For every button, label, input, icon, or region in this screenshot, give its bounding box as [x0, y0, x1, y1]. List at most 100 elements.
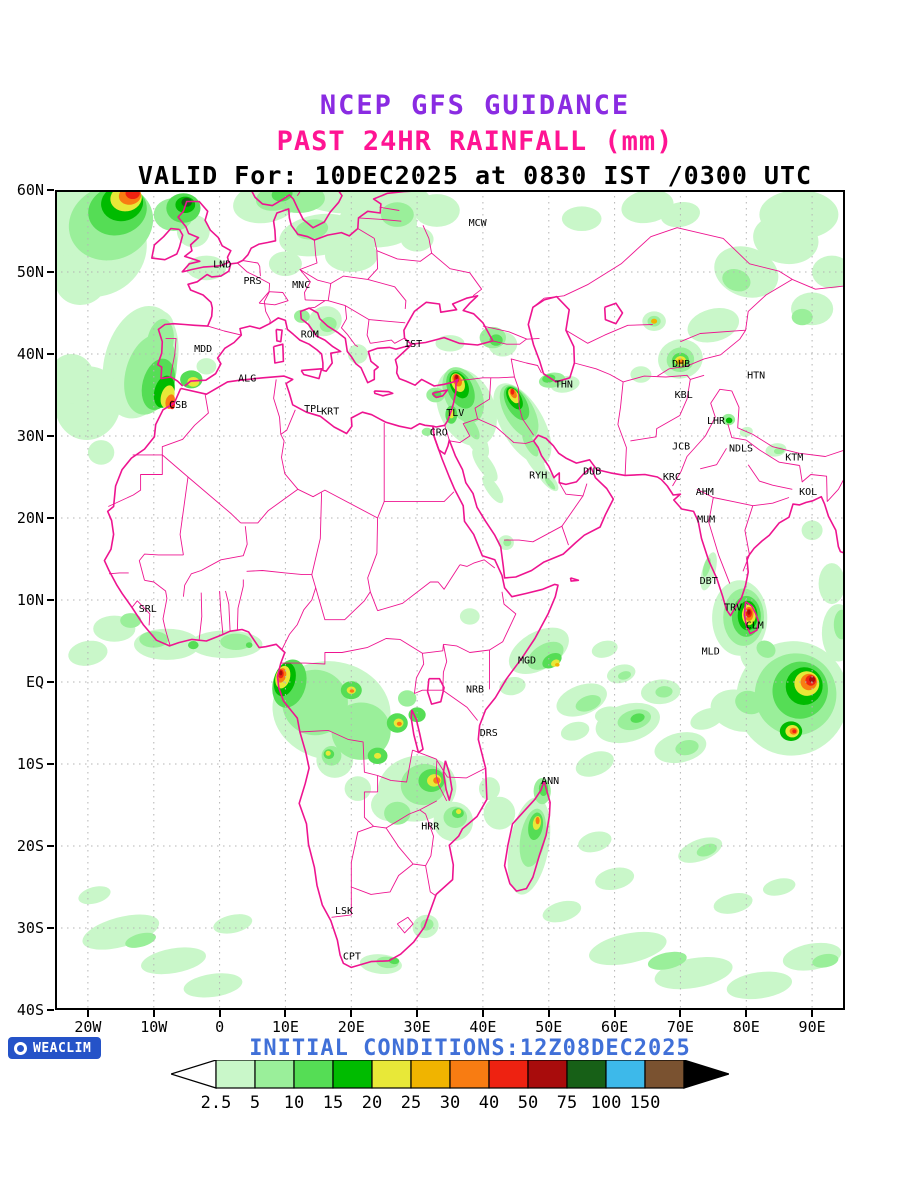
legend-value: 30	[440, 1093, 460, 1113]
country-border	[225, 590, 231, 632]
rainfall-blob	[413, 194, 460, 227]
country-border	[366, 319, 371, 344]
station-label: KOL	[799, 487, 817, 498]
rainfall-colorbar: 2.5 5 10 15 20 25 30 40 50 75 100 150	[171, 1060, 729, 1113]
axis-tick	[350, 1010, 353, 1017]
coastline	[442, 760, 453, 801]
lon-tick-label: 30E	[403, 1018, 431, 1036]
rainfall-blob	[349, 689, 355, 693]
station-label: KBL	[675, 390, 693, 401]
rainfall-map-canvas: MCW LND PRS MNC ROM IST MDD ALG CSB TPL KRT TLV CRO T…	[55, 190, 845, 1010]
station-label: LSK	[335, 906, 353, 917]
country-border	[672, 388, 732, 487]
country-border	[237, 262, 271, 324]
rainfall-blob	[621, 190, 674, 224]
station-label: MLD	[702, 647, 720, 658]
country-border	[657, 358, 705, 377]
lon-tick-label: 50E	[535, 1018, 563, 1036]
rainfall-blob	[55, 354, 95, 404]
country-border	[474, 377, 492, 419]
lat-tick-label: 10N	[16, 591, 44, 609]
country-border	[280, 638, 401, 665]
country-border	[617, 381, 627, 476]
rainfall-blob	[380, 202, 414, 227]
country-border	[219, 590, 224, 635]
country-border	[532, 297, 545, 308]
rainfall-blob	[325, 750, 331, 756]
axis-tick	[47, 517, 54, 519]
country-border	[162, 454, 242, 524]
coastline	[527, 295, 576, 383]
lat-tick-label: 20N	[16, 509, 44, 527]
rainfall-blob	[87, 440, 115, 465]
country-border	[297, 488, 385, 519]
legend-swatch	[254, 1060, 295, 1089]
coastline	[569, 577, 580, 582]
rainfall-blob	[459, 608, 480, 625]
country-border	[108, 572, 129, 575]
rainfall-blob	[630, 713, 645, 723]
station-label: JCB	[672, 442, 690, 453]
legend-value: 15	[323, 1093, 343, 1113]
rainfall-blob	[78, 886, 111, 905]
station-label: NRB	[466, 684, 484, 695]
lon-tick-label: 10E	[271, 1018, 299, 1036]
lat-tick-label: 20S	[16, 837, 44, 855]
legend-swatch	[566, 1060, 607, 1089]
station-label: HRR	[421, 821, 440, 832]
rainfall-blob	[762, 878, 796, 896]
rainfall-blob	[55, 255, 108, 306]
rainfall-blob	[456, 809, 462, 815]
station-label: TLV	[446, 408, 464, 419]
rainfall-blob	[759, 190, 839, 240]
country-border	[449, 418, 478, 444]
country-border	[161, 394, 209, 455]
rainfall-blob	[503, 538, 512, 547]
country-border	[482, 325, 528, 340]
station-label: LHR	[707, 416, 726, 427]
lon-tick-label: 90E	[798, 1018, 826, 1036]
rainfall-blob	[575, 751, 614, 777]
rainfall-blob	[125, 190, 140, 199]
rainfall-blob	[542, 900, 582, 923]
plot-title-field: PAST 24HR RAINFALL (mm)	[276, 126, 674, 157]
station-label: CPT	[343, 952, 361, 963]
rainfall-blob	[279, 670, 283, 676]
country-border	[207, 325, 242, 336]
rainfall-blob	[489, 334, 503, 346]
country-border	[379, 206, 400, 211]
country-border	[414, 689, 443, 694]
lat-tick-label: 40N	[16, 345, 44, 363]
country-border	[460, 376, 515, 381]
country-border	[281, 587, 317, 650]
country-border	[826, 476, 845, 502]
lon-tick-label: 70E	[666, 1018, 694, 1036]
rainfall-blob	[374, 752, 382, 759]
rainfall-blob	[726, 971, 793, 1000]
legend-swatch	[215, 1060, 256, 1089]
rainfall-blob	[725, 417, 733, 424]
coastline	[103, 375, 559, 969]
rainfall-blob	[483, 796, 516, 830]
coastline	[503, 780, 551, 892]
legend-swatch	[293, 1060, 334, 1089]
rainfall-blob	[722, 268, 751, 292]
rainfall-blob	[561, 206, 602, 231]
country-border	[444, 425, 450, 441]
country-border	[331, 862, 352, 918]
station-label: TPL	[304, 404, 322, 415]
station-label: DHB	[672, 359, 690, 370]
lon-tick-label: 20E	[337, 1018, 365, 1036]
plot-title-valid-time: VALID For: 10DEC2025 at 0830 IST /0300 U…	[137, 161, 813, 190]
rainfall-blob	[578, 831, 612, 853]
lon-tick-label: 0	[215, 1018, 225, 1036]
rainfall-blob	[482, 475, 504, 504]
country-border	[492, 337, 540, 345]
rainfall-blob	[655, 686, 673, 698]
station-label: SRL	[139, 604, 157, 615]
station-label: KRC	[663, 472, 681, 483]
axis-tick	[745, 1010, 748, 1017]
rainfall-blob	[196, 358, 217, 375]
country-border	[246, 570, 312, 576]
coastline	[410, 709, 424, 754]
